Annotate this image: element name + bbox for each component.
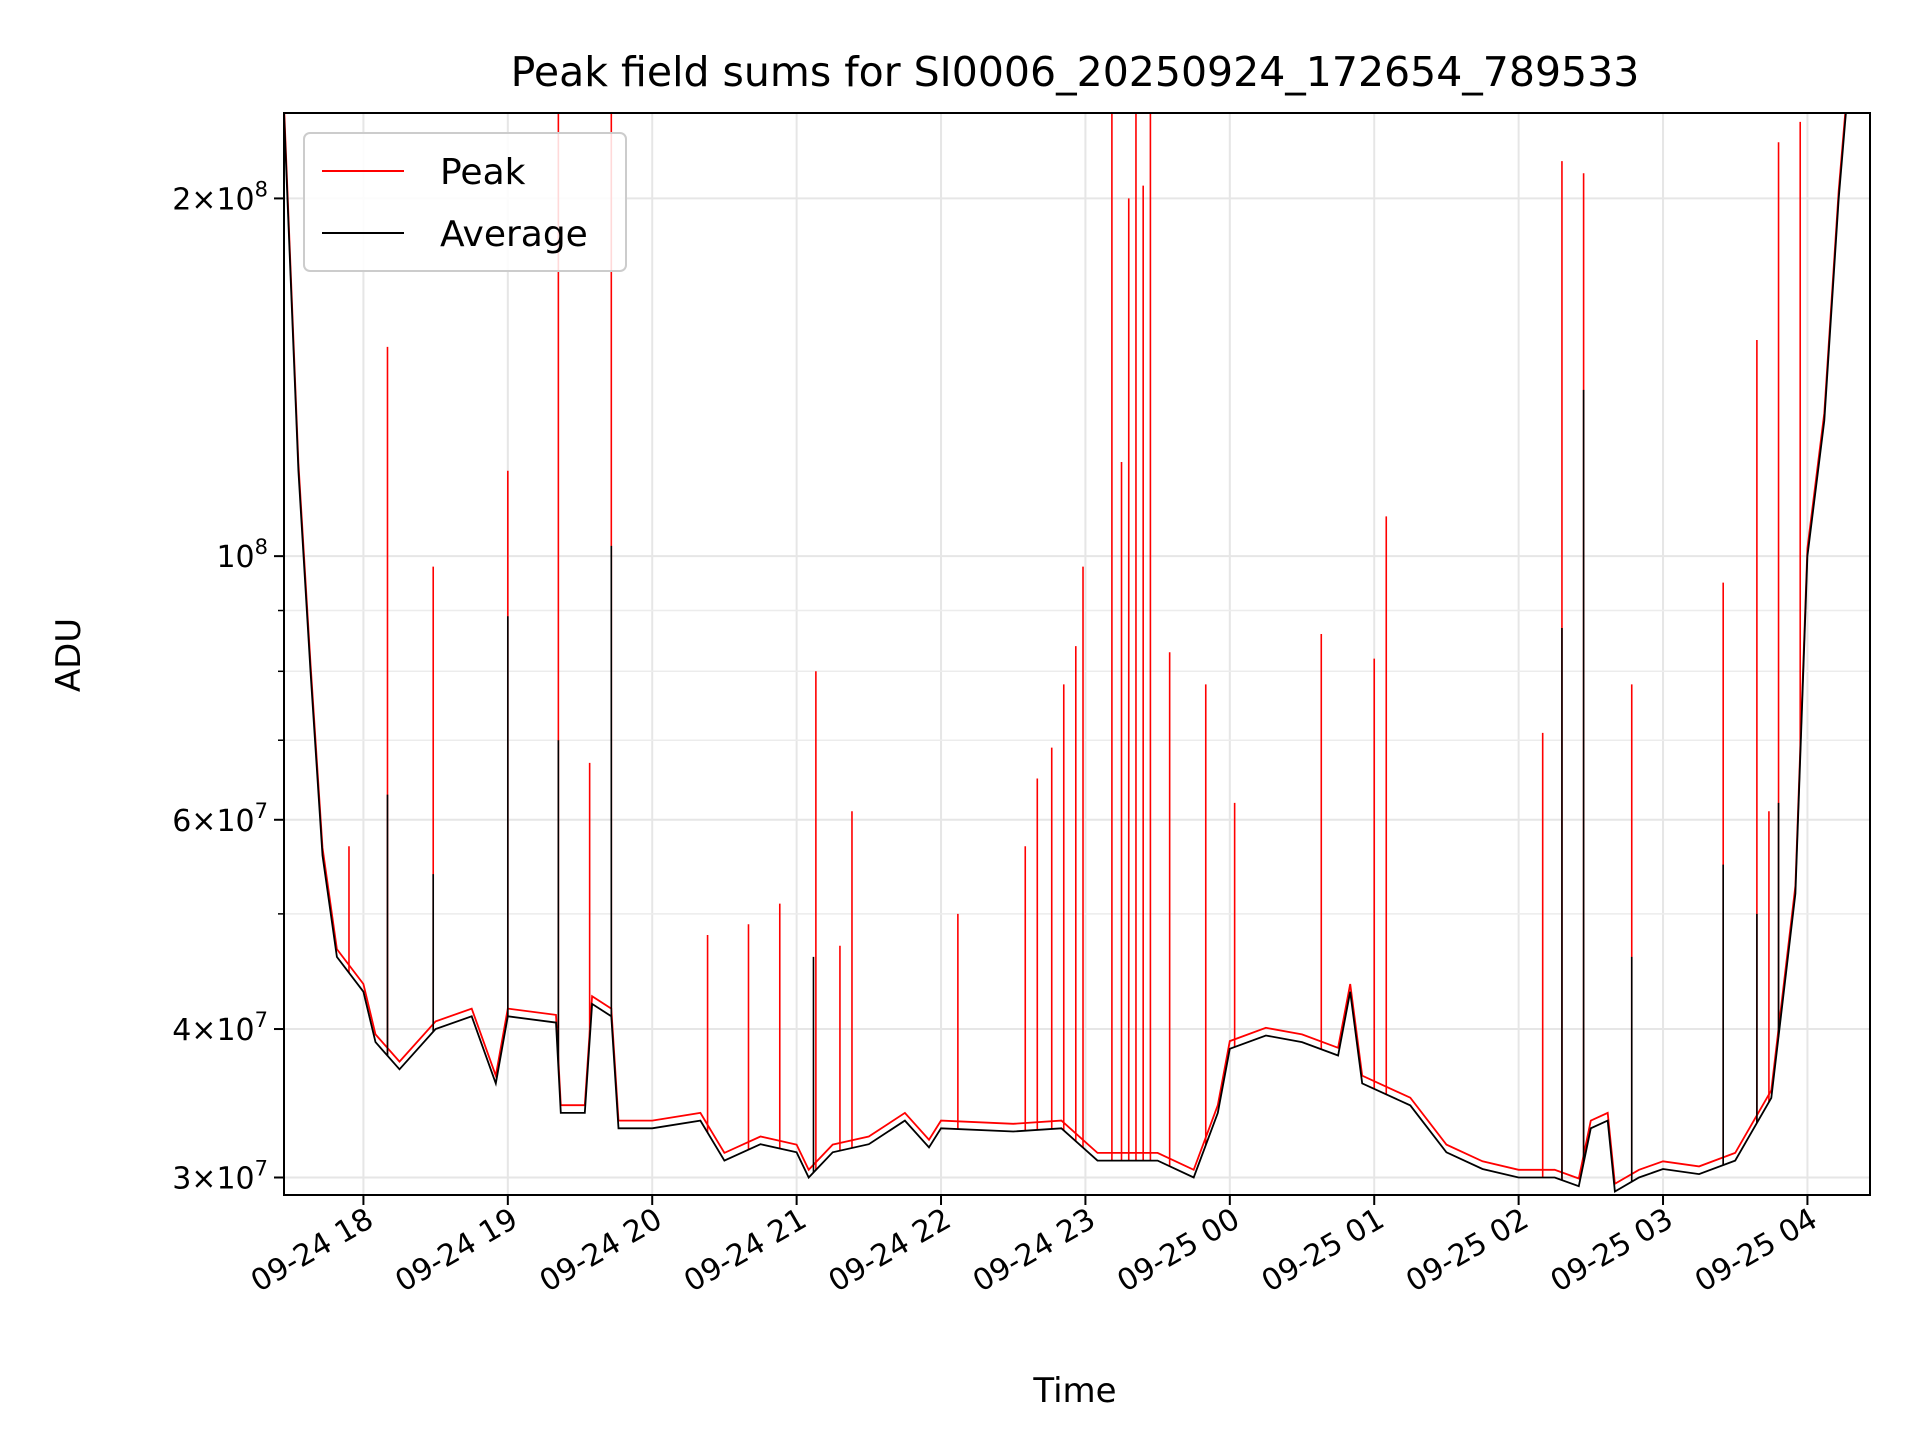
legend-box <box>303 132 627 272</box>
y-axis-label: ADU <box>49 618 89 692</box>
gridlines <box>284 113 1870 1195</box>
peak-series-line <box>284 113 1847 1186</box>
plot-frame <box>283 112 1871 1196</box>
chart-title: Peak field sums for SI0006_20250924_1726… <box>511 48 1640 96</box>
y-tick-label: 3×107 <box>172 1157 268 1197</box>
legend-label: Average <box>440 214 588 255</box>
y-tick-label: 4×107 <box>172 1008 268 1048</box>
y-tick-label: 2×108 <box>172 177 268 217</box>
legend-label: Peak <box>440 152 526 193</box>
x-axis-label: Time <box>1032 1371 1116 1411</box>
y-tick-label: 108 <box>216 535 268 575</box>
plot-area <box>284 113 1847 1193</box>
y-tick-label: 6×107 <box>172 799 268 839</box>
data-layer <box>284 113 1847 1193</box>
legend: Peak Average <box>303 132 627 272</box>
average-series-line <box>284 113 1847 1193</box>
